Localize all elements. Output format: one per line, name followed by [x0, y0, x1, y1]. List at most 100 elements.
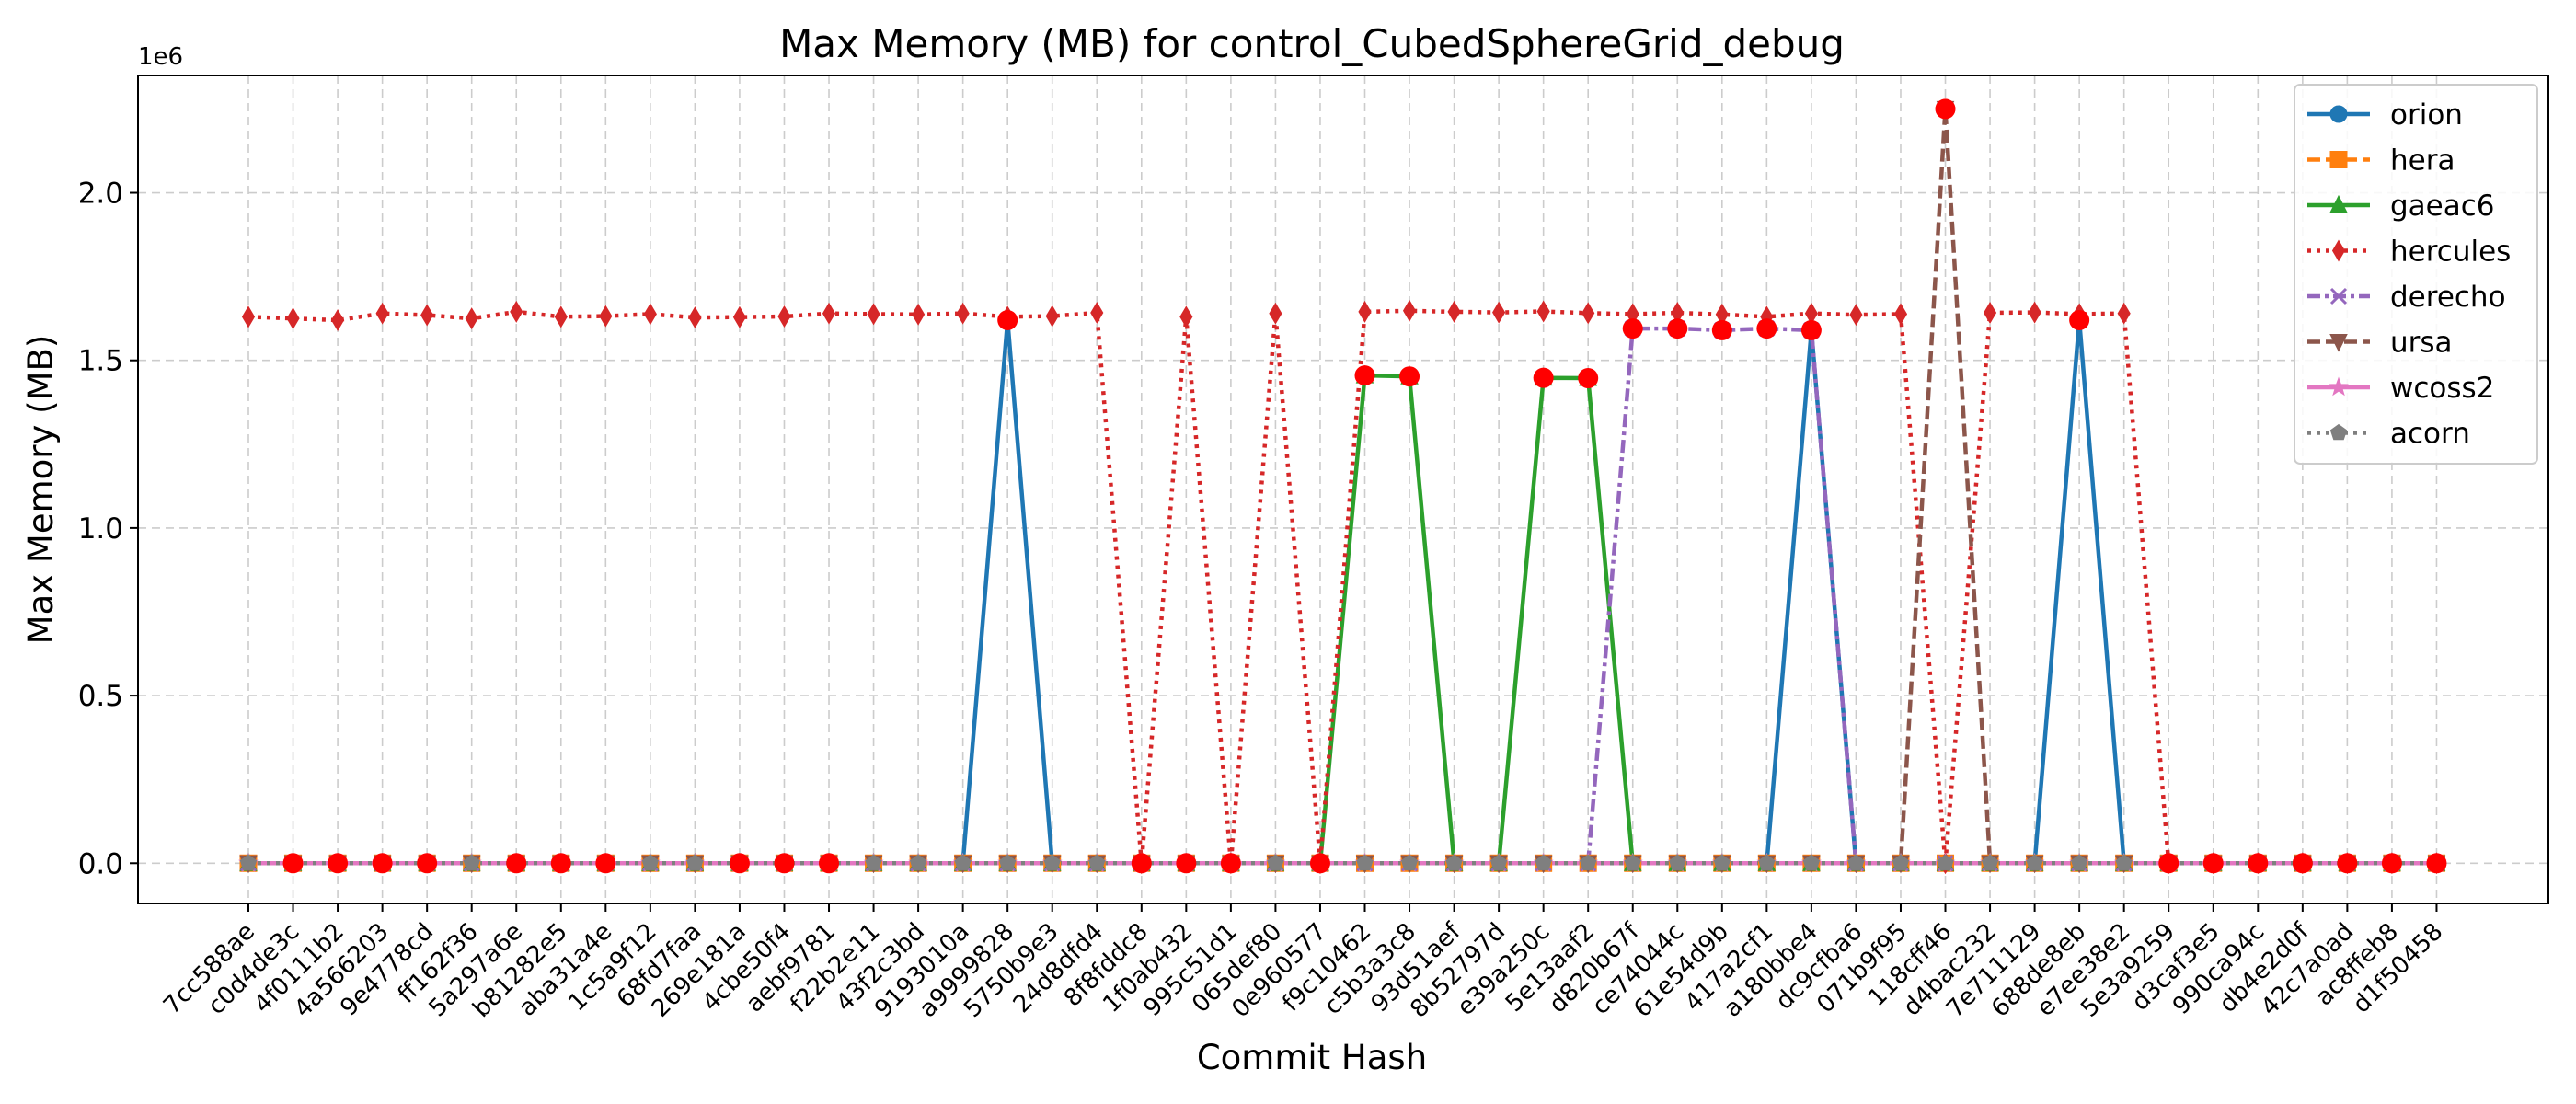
highlight-point	[1354, 365, 1375, 386]
marker-hercules	[912, 303, 926, 326]
marker-acorn	[1713, 854, 1731, 871]
marker-hercules	[2117, 302, 2131, 325]
marker-hercules	[1893, 303, 1908, 326]
marker-hercules	[1045, 305, 1059, 328]
legend-label-wcoss2: wcoss2	[2390, 372, 2494, 405]
marker-hercules	[510, 300, 523, 323]
marker-hercules	[732, 305, 747, 328]
legend-label-hercules: hercules	[2390, 236, 2511, 269]
highlight-point	[1399, 366, 1420, 387]
legend-marker-acorn	[2329, 423, 2348, 441]
highlight-point	[1711, 319, 1732, 340]
highlight-point	[328, 853, 349, 874]
marker-acorn	[1267, 854, 1284, 871]
legend-label-ursa: ursa	[2390, 327, 2453, 360]
marker-hercules	[330, 309, 345, 331]
marker-acorn	[1580, 854, 1597, 871]
marker-acorn	[1758, 854, 1776, 871]
marker-acorn	[641, 854, 659, 871]
series-line-hercules	[247, 308, 2437, 866]
marker-hercules	[956, 302, 970, 325]
marker-acorn	[999, 854, 1017, 871]
marker-acorn	[1937, 854, 1954, 871]
highlight-point	[997, 309, 1018, 330]
marker-hercules	[1179, 305, 1193, 328]
marker-acorn	[2071, 854, 2088, 871]
highlight-point	[2381, 853, 2402, 874]
marker-hercules	[822, 302, 836, 325]
x-axis-label: Commit Hash	[1197, 1038, 1427, 1077]
marker-acorn	[1624, 854, 1641, 871]
marker-acorn	[1400, 854, 1419, 871]
highlight-points	[282, 98, 2447, 874]
plot-frame	[137, 75, 2549, 904]
y-ticks: 0.0 0.5 1.0 1.5 2.0	[78, 178, 138, 880]
highlight-point	[1533, 367, 1554, 388]
marker-acorn	[1043, 854, 1061, 871]
marker-acorn	[1356, 854, 1374, 871]
highlight-point	[2292, 853, 2313, 874]
highlight-point	[506, 853, 527, 874]
marker-hercules	[1402, 299, 1417, 322]
highlight-point	[1667, 318, 1688, 339]
marker-hercules	[554, 305, 568, 328]
highlight-point	[1578, 368, 1599, 389]
series-line-derecho	[248, 326, 2437, 866]
marker-hercules	[1536, 300, 1550, 323]
highlight-point	[2426, 853, 2447, 874]
marker-hercules	[688, 306, 702, 329]
marker-acorn	[865, 854, 882, 871]
y-axis-label: Max Memory (MB)	[21, 335, 61, 645]
marker-acorn	[2026, 854, 2043, 871]
marker-hercules	[1358, 300, 1372, 323]
marker-hercules	[1849, 304, 1863, 327]
highlight-point	[550, 853, 571, 874]
highlight-point	[1309, 853, 1330, 874]
highlight-point	[1756, 318, 1777, 339]
y-tick-label: 0.0	[78, 847, 123, 880]
marker-acorn	[1892, 854, 1910, 871]
marker-acorn	[239, 854, 258, 871]
highlight-point	[2337, 853, 2358, 874]
highlight-point	[1800, 319, 1822, 340]
legend-marker-ursa	[2329, 334, 2348, 352]
marker-acorn	[1847, 854, 1865, 871]
marker-acorn	[1669, 854, 1686, 871]
y-tick-label: 2.0	[78, 178, 123, 211]
marker-acorn	[1802, 854, 1821, 871]
legend-marker-hercules	[2331, 239, 2346, 262]
legend-label-derecho: derecho	[2390, 281, 2506, 314]
legend-marker-wcoss2	[2329, 376, 2349, 397]
marker-acorn	[2115, 854, 2133, 871]
marker-hercules	[241, 305, 256, 328]
legend-marker-hera	[2329, 151, 2348, 168]
marker-acorn	[463, 854, 480, 871]
marker-hercules	[1269, 302, 1282, 325]
legend-label-hera: hera	[2390, 144, 2455, 178]
highlight-point	[774, 853, 795, 874]
legend-box	[2294, 84, 2538, 465]
x-ticks: 7cc588aec0d4de3c4f0111b24a5662039e4778cd…	[158, 903, 2448, 1023]
chart-title: Max Memory (MB) for control_CubedSphereG…	[779, 21, 1845, 66]
y-tick-label: 1.5	[78, 345, 123, 378]
marker-hercules	[420, 304, 434, 327]
legend-marker-gaeac6	[2329, 194, 2348, 213]
marker-hercules	[2028, 301, 2041, 324]
marker-hercules	[1090, 301, 1104, 324]
highlight-point	[595, 853, 616, 874]
marker-hercules	[599, 305, 613, 328]
highlight-point	[417, 853, 438, 874]
highlight-point	[372, 853, 393, 874]
marker-acorn	[909, 854, 927, 871]
marker-acorn	[1088, 854, 1106, 871]
marker-hercules	[867, 303, 880, 326]
highlight-point	[1220, 853, 1241, 874]
legend-label-orion: orion	[2390, 98, 2463, 132]
series-line-gaeac6	[248, 373, 2437, 866]
y-tick-label: 1.0	[78, 512, 123, 546]
marker-acorn	[954, 854, 972, 871]
highlight-point	[282, 853, 304, 874]
marker-hercules	[375, 302, 389, 325]
legend-marker-orion	[2329, 105, 2348, 123]
